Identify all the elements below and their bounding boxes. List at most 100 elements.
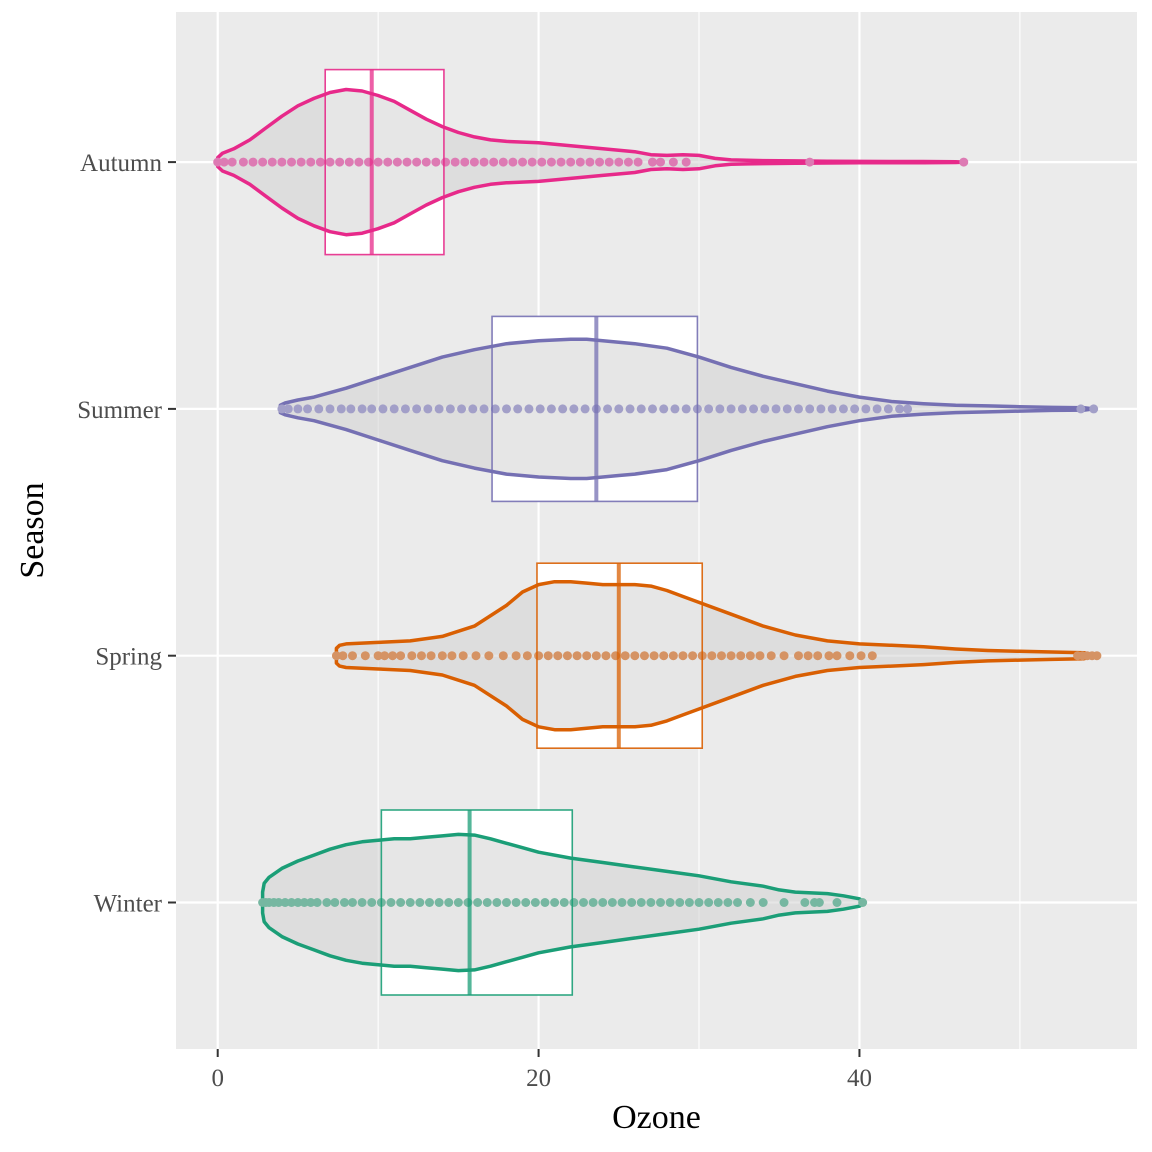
data-point: [527, 157, 537, 167]
data-point: [617, 898, 627, 907]
data-point: [453, 898, 463, 907]
data-point: [827, 404, 837, 414]
data-point: [636, 898, 646, 907]
data-point: [522, 651, 532, 661]
data-point: [755, 651, 765, 661]
data-point: [793, 404, 803, 414]
data-point: [396, 651, 406, 661]
data-point: [405, 898, 415, 907]
data-point: [444, 898, 454, 907]
data-point: [805, 404, 815, 414]
data-point: [450, 157, 460, 167]
violin-outline: [278, 337, 1096, 481]
data-point: [814, 898, 824, 907]
data-point: [383, 157, 393, 167]
data-point: [540, 898, 550, 907]
data-point: [688, 651, 698, 661]
data-point: [598, 898, 608, 907]
data-point: [1076, 404, 1086, 414]
data-point: [607, 898, 617, 907]
data-point: [535, 404, 545, 414]
data-point: [293, 404, 303, 414]
data-point: [704, 898, 714, 907]
data-point: [736, 651, 746, 661]
series-summer: [277, 315, 1099, 503]
data-point: [883, 404, 893, 414]
box-outline: [324, 68, 445, 256]
y-tick-label: Autumn: [80, 150, 162, 177]
data-point: [1089, 404, 1099, 414]
data-point: [733, 898, 743, 907]
data-point: [367, 404, 377, 414]
data-point: [895, 404, 905, 414]
data-point: [339, 898, 349, 907]
x-tick-label: 20: [526, 1065, 551, 1092]
data-point: [303, 404, 313, 414]
data-point: [959, 157, 969, 167]
data-point: [511, 898, 521, 907]
data-point: [867, 651, 877, 661]
data-point: [347, 898, 357, 907]
data-point: [299, 898, 309, 907]
data-point: [614, 157, 624, 167]
data-point: [1092, 651, 1102, 661]
data-point: [293, 898, 303, 907]
data-point: [344, 157, 354, 167]
data-point: [426, 651, 436, 661]
x-tick-label: 40: [847, 1065, 872, 1092]
data-point: [434, 404, 444, 414]
data-point: [856, 651, 866, 661]
data-point: [681, 157, 691, 167]
data-point: [306, 898, 316, 907]
data-point: [322, 898, 332, 907]
data-point: [566, 157, 576, 167]
data-point: [489, 157, 499, 167]
data-point: [675, 898, 685, 907]
data-point: [903, 404, 913, 414]
data-point: [858, 898, 868, 907]
data-point: [595, 157, 605, 167]
x-tick-label: 0: [211, 1065, 224, 1092]
data-point: [591, 651, 601, 661]
data-point: [824, 651, 834, 661]
data-point: [469, 157, 479, 167]
data-point: [336, 404, 346, 414]
data-point: [694, 898, 704, 907]
data-point: [267, 157, 277, 167]
data-point: [380, 651, 390, 661]
data-point: [521, 898, 531, 907]
data-point: [803, 651, 813, 661]
data-point: [373, 651, 383, 661]
data-point: [562, 651, 572, 661]
data-point: [800, 898, 810, 907]
data-point: [707, 651, 717, 661]
data-point: [749, 404, 759, 414]
data-point: [360, 651, 370, 661]
data-point: [479, 404, 489, 414]
data-point: [392, 157, 402, 167]
data-point: [306, 157, 316, 167]
data-point: [816, 404, 826, 414]
data-point: [277, 404, 287, 414]
data-point: [338, 651, 348, 661]
data-point: [782, 404, 792, 414]
data-point: [423, 404, 433, 414]
data-point: [546, 404, 556, 414]
data-point: [238, 157, 248, 167]
data-point: [283, 404, 293, 414]
data-point: [636, 404, 646, 414]
data-point: [346, 404, 356, 414]
data-point: [482, 898, 492, 907]
data-point: [367, 898, 377, 907]
data-point: [530, 898, 540, 907]
y-tick-label: Spring: [95, 644, 162, 671]
data-point: [498, 157, 508, 167]
data-point: [861, 404, 871, 414]
data-point: [524, 404, 534, 414]
data-point: [832, 651, 842, 661]
data-point: [850, 404, 860, 414]
data-point: [569, 404, 579, 414]
data-point: [219, 157, 229, 167]
data-point: [508, 157, 518, 167]
